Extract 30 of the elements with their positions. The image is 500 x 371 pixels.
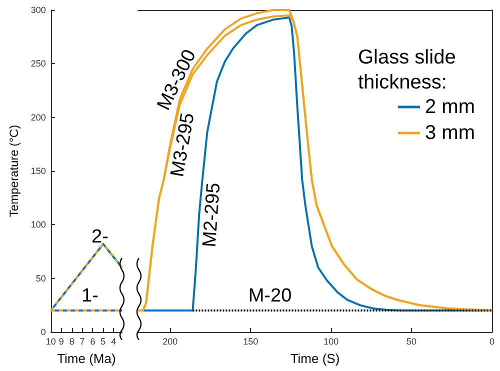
y-axis-title: Temperature (°C) [7, 124, 21, 218]
x-tick-label: 5 [100, 336, 106, 346]
x-tick-label: 9 [58, 336, 64, 346]
y-tick-label: 0 [40, 327, 46, 337]
x-tick-label: 100 [324, 336, 339, 346]
y-tick-label: 200 [30, 112, 46, 122]
x-tick-label: 0 [489, 336, 495, 346]
legend-label: 2 mm [425, 96, 475, 118]
x-tick-label: 4 [111, 336, 116, 346]
y-tick-label: 150 [30, 166, 46, 176]
y-tick-label: 100 [30, 220, 46, 230]
x-tick-label: 150 [243, 336, 258, 346]
x-tick-label: 10 [46, 336, 56, 346]
y-tick-label: 50 [36, 273, 46, 284]
x-tick-label: 200 [162, 336, 178, 346]
x-axis-title: Time (S) [290, 351, 340, 366]
annotation: 2- [92, 226, 108, 248]
annotation: 1- [82, 286, 98, 306]
y-tick-label: 300 [30, 5, 46, 15]
x-axis-title: Time (Ma) [57, 351, 116, 366]
annotation: M3-295 [167, 111, 199, 179]
legend-label: 3 mm [425, 122, 475, 144]
x-tick-label: 8 [69, 336, 74, 346]
y-tick-label: 250 [30, 58, 46, 69]
annotation: M-20 [248, 286, 292, 306]
x-tick-label: 6 [90, 336, 96, 346]
annotation: M2-295 [199, 182, 225, 248]
x-tick-label: 7 [80, 336, 85, 346]
x-tick-label: 50 [406, 336, 417, 346]
legend-title: Glass slide thickness: [358, 46, 462, 94]
